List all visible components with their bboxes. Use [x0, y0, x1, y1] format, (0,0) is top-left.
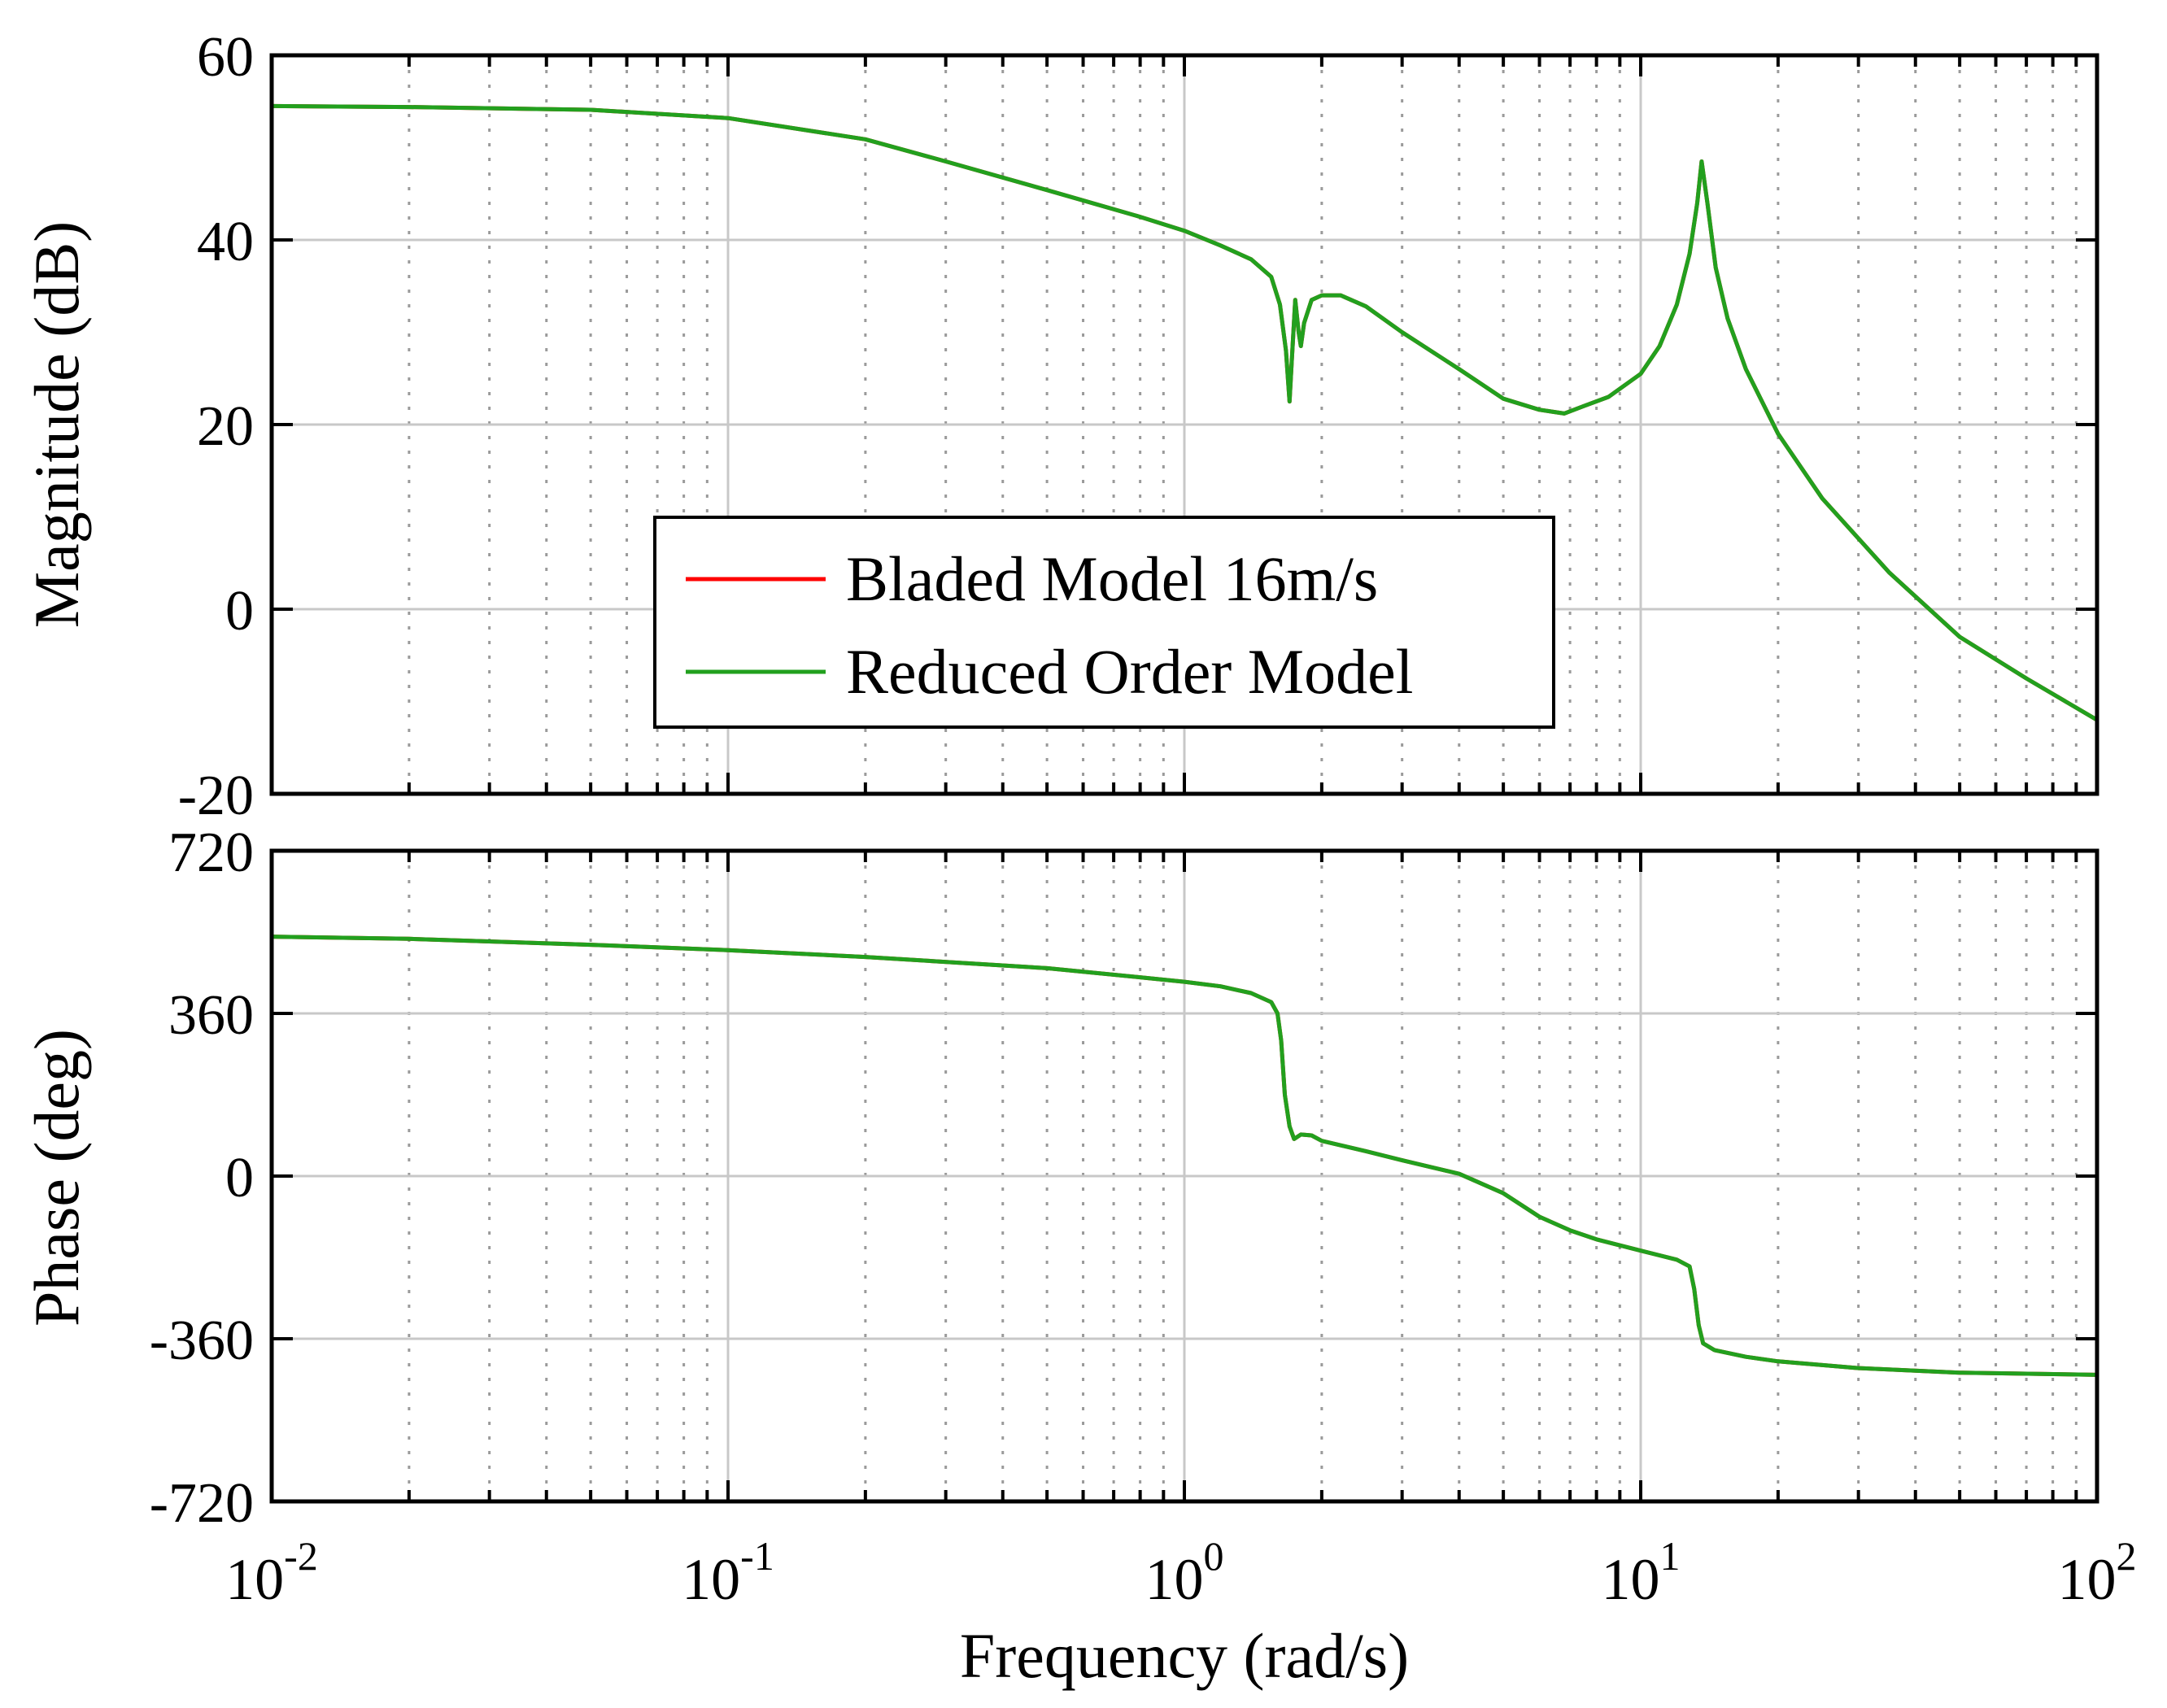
x-tick-label: 10-2 — [225, 1533, 318, 1612]
magnitude-panel: -20 0 20 40 60 Magnitude (dB) Bladed Model 1… — [21, 26, 2099, 827]
x-tick-label: 10-1 — [682, 1533, 774, 1612]
magnitude-y-axis-title: Magnitude (dB) — [21, 221, 92, 628]
magnitude-y-tick-label: 40 — [197, 211, 254, 273]
phase-series-reduced-order-model — [269, 935, 2099, 1377]
legend-box — [653, 516, 1555, 729]
magnitude-y-tick-label: 0 — [225, 580, 254, 643]
phase-y-tick-label: -360 — [150, 1309, 254, 1372]
x-axis-title: Frequency (rad/s) — [960, 1620, 1409, 1691]
magnitude-y-tick-label: 60 — [197, 26, 254, 89]
x-tick-label: 100 — [1145, 1533, 1224, 1612]
phase-panel: -720 -360 0 360 720 10-2 10-1 100 101 102 Phase … — [21, 821, 2137, 1691]
legend-label-reduced-order: Reduced Order Model — [846, 636, 1413, 707]
legend-label-bladed: Bladed Model 16m/s — [846, 543, 1378, 614]
phase-y-tick-labels: -720 -360 0 360 720 — [150, 821, 254, 1535]
phase-y-tick-label: 720 — [168, 821, 254, 884]
x-tick-labels: 10-2 10-1 100 101 102 — [225, 1533, 2136, 1612]
phase-y-tick-label: 0 — [225, 1147, 254, 1209]
magnitude-series-reduced-order-model — [269, 103, 2099, 722]
magnitude-ticks — [270, 54, 2097, 795]
phase-lines — [269, 935, 2099, 1377]
legend: Bladed Model 16m/s Reduced Order Model — [653, 516, 1555, 729]
phase-ticks — [270, 849, 2097, 1503]
magnitude-y-tick-label: 20 — [197, 395, 254, 458]
magnitude-y-tick-labels: -20 0 20 40 60 — [178, 26, 254, 827]
magnitude-y-tick-label: -20 — [178, 765, 254, 827]
x-tick-label: 102 — [2058, 1533, 2137, 1612]
phase-y-axis-title: Phase (deg) — [21, 1029, 92, 1327]
x-tick-label: 101 — [1602, 1533, 1681, 1612]
phase-y-tick-label: 360 — [168, 984, 254, 1047]
magnitude-lines — [269, 103, 2099, 722]
phase-y-tick-label: -720 — [150, 1472, 254, 1535]
phase-grid — [272, 851, 2097, 1501]
